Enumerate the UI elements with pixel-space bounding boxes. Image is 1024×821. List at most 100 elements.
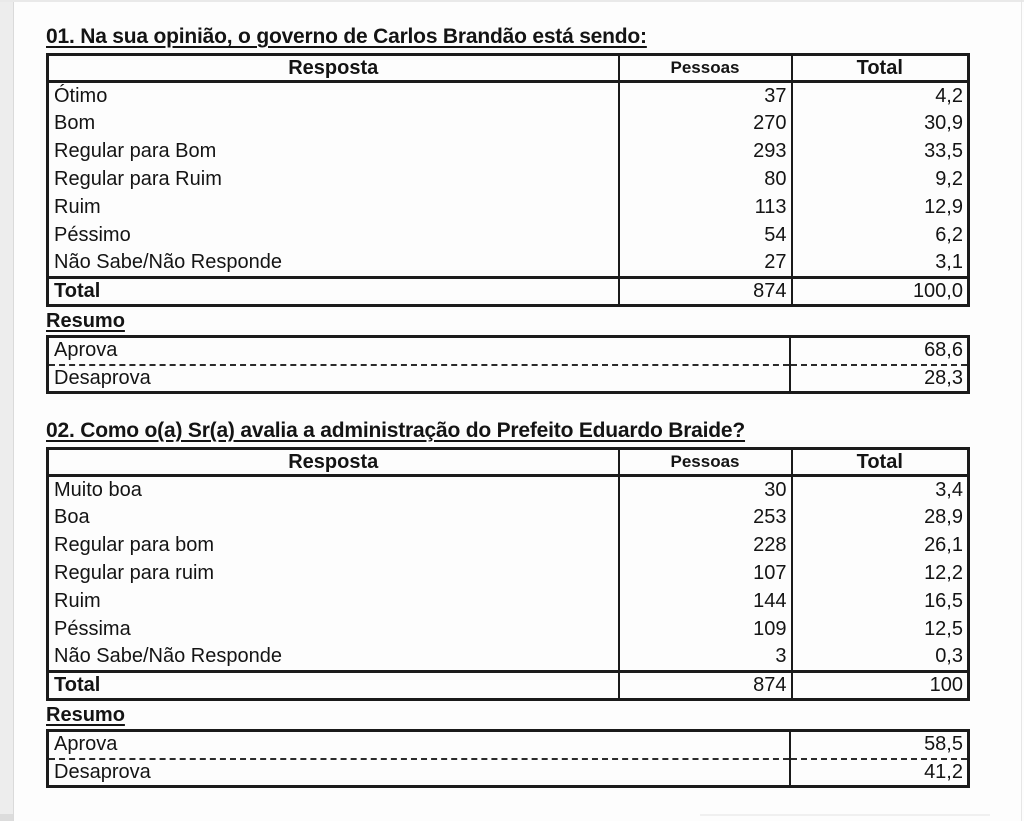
cell-pessoas: 144	[617, 587, 792, 616]
table-row: Péssimo 54 6,2	[48, 221, 969, 250]
table-row: Muito boa 30 3,4	[48, 475, 969, 504]
resumo-row-value: 68,6	[788, 336, 969, 366]
cell-pessoas: 54	[617, 221, 792, 250]
column-header-pessoas: Pessoas	[617, 448, 792, 477]
cell-total: 26,1	[790, 531, 969, 560]
table-row: Ótimo 37 4,2	[48, 81, 969, 110]
resumo-row-value: 58,5	[788, 730, 969, 760]
total-row-pessoas: 874	[617, 670, 792, 700]
cell-pessoas: 228	[617, 531, 792, 560]
column-header-resposta: Resposta	[47, 448, 619, 477]
column-header-total: Total	[790, 54, 969, 83]
question-block-2: 02. Como o(a) Sr(a) avalia a administraç…	[46, 419, 970, 788]
total-row-percent: 100	[790, 670, 969, 700]
resumo-row: Desaprova 28,3	[48, 364, 969, 393]
resumo-row-label: Desaprova	[54, 366, 151, 389]
resumo-row-value: 41,2	[788, 758, 969, 787]
table-row: Boa 253 28,9	[48, 503, 969, 532]
column-header-resposta: Resposta	[47, 54, 619, 83]
cell-pessoas: 27	[617, 249, 792, 278]
cell-resposta: Ruim	[54, 590, 101, 612]
page-edge-bottom-left	[0, 814, 13, 821]
column-header-pessoas: Pessoas	[617, 54, 792, 83]
cell-total: 9,2	[790, 165, 969, 194]
cell-pessoas: 113	[617, 193, 792, 222]
cell-resposta: Péssimo	[54, 224, 131, 246]
table-row: Péssima 109 12,5	[48, 615, 969, 644]
resumo-label-2: Resumo	[46, 704, 125, 726]
page-edge-top	[0, 0, 1024, 2]
cell-total: 30,9	[790, 109, 969, 138]
cell-resposta: Péssima	[54, 618, 131, 640]
total-row-pessoas: 874	[617, 276, 792, 306]
cell-resposta: Boa	[54, 506, 90, 528]
question-title-1: 01. Na sua opinião, o governo de Carlos …	[46, 25, 647, 48]
table-row: Não Sabe/Não Responde 3 0,3	[48, 643, 969, 672]
total-row-label: Total	[47, 276, 619, 306]
table-row: Ruim 144 16,5	[48, 587, 969, 616]
cell-resposta: Regular para bom	[54, 534, 215, 556]
resumo-row-label: Aprova	[47, 336, 790, 366]
cell-resposta: Não Sabe/Não Responde	[54, 251, 282, 274]
cell-resposta: Muito boa	[54, 478, 142, 501]
resumo-table-2: Aprova 58,5 Desaprova 41,2	[46, 729, 970, 788]
question-block-1: 01. Na sua opinião, o governo de Carlos …	[46, 25, 970, 394]
resumo-row: Aprova 68,6	[47, 336, 969, 366]
table-row: Regular para ruim 107 12,2	[48, 559, 969, 588]
document-content: 01. Na sua opinião, o governo de Carlos …	[46, 0, 970, 788]
cell-total: 12,9	[790, 193, 969, 222]
table-row: Não Sabe/Não Responde 27 3,1	[48, 249, 969, 278]
cell-pessoas: 293	[617, 137, 792, 166]
table-row: Bom 270 30,9	[48, 109, 969, 138]
cell-pessoas: 3	[617, 643, 792, 672]
table-row: Ruim 113 12,9	[48, 193, 969, 222]
resumo-row: Desaprova 41,2	[48, 758, 969, 787]
results-table-2: Resposta Pessoas Total Muito boa 30 3,4 Boa…	[46, 447, 970, 701]
cell-pessoas: 270	[617, 109, 792, 138]
resumo-row-label: Desaprova	[54, 760, 151, 783]
table-row: Regular para Ruim 80 9,2	[48, 165, 969, 194]
resumo-row: Aprova 58,5	[47, 730, 969, 760]
cell-pessoas: 253	[617, 503, 792, 532]
cell-pessoas: 80	[617, 165, 792, 194]
table-total-row: Total 874 100,0	[47, 276, 969, 306]
cell-resposta: Bom	[54, 112, 96, 134]
total-row-percent: 100,0	[790, 276, 969, 306]
cell-total: 33,5	[790, 137, 969, 166]
table-row: Regular para bom 228 26,1	[48, 531, 969, 560]
cell-total: 0,3	[790, 643, 969, 672]
cell-total: 28,9	[790, 503, 969, 532]
question-title-2: 02. Como o(a) Sr(a) avalia a administraç…	[46, 419, 746, 442]
resumo-row-label: Aprova	[47, 730, 790, 760]
cell-total: 16,5	[790, 587, 969, 616]
cell-total: 3,4	[790, 475, 969, 504]
resumo-table-1: Aprova 68,6 Desaprova 28,3	[46, 335, 970, 394]
cell-resposta: Regular para ruim	[54, 562, 215, 584]
total-row-label: Total	[47, 670, 619, 700]
table-total-row: Total 874 100	[47, 670, 969, 700]
cell-resposta: Regular para Bom	[54, 140, 217, 162]
cell-pessoas: 37	[617, 81, 792, 110]
resumo-label-1: Resumo	[46, 310, 125, 332]
cell-resposta: Ótimo	[54, 84, 108, 107]
page-edge-left	[0, 0, 14, 821]
cell-resposta: Não Sabe/Não Responde	[54, 645, 282, 668]
cell-resposta: Ruim	[54, 196, 101, 218]
cell-total: 12,2	[790, 559, 969, 588]
cell-total: 4,2	[790, 81, 969, 110]
cell-resposta: Regular para Ruim	[54, 168, 222, 190]
table-header-row: Resposta Pessoas Total	[47, 54, 969, 83]
page-edge-bottom-smudge	[700, 814, 990, 816]
cell-total: 6,2	[790, 221, 969, 250]
cell-total: 3,1	[790, 249, 969, 278]
page-edge-right	[1021, 0, 1022, 821]
resumo-row-value: 28,3	[788, 364, 969, 393]
results-table-1: Resposta Pessoas Total Ótimo 37 4,2 Bom 270 3…	[46, 53, 970, 307]
table-header-row: Resposta Pessoas Total	[47, 448, 969, 477]
cell-pessoas: 30	[617, 475, 792, 504]
cell-total: 12,5	[790, 615, 969, 644]
cell-pessoas: 109	[617, 615, 792, 644]
cell-pessoas: 107	[617, 559, 792, 588]
table-row: Regular para Bom 293 33,5	[48, 137, 969, 166]
